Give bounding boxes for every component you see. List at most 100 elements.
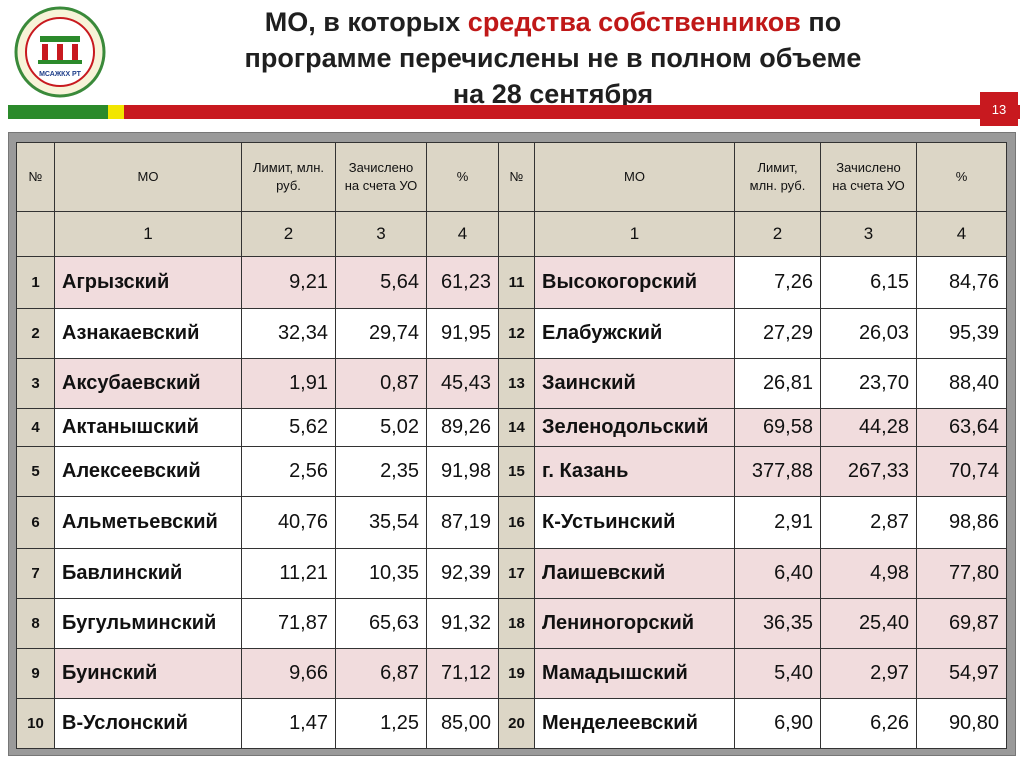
- percent-value: 70,74: [916, 446, 1007, 497]
- mo-name: Буинский: [54, 648, 242, 699]
- data-table: № МО Лимит, млн. руб. Зачислено на счета УО…: [16, 142, 1007, 749]
- table-row: 10 В-Услонский 1,47 1,25 85,00 20 Менделеевски…: [16, 698, 1007, 749]
- row-number: 4: [16, 408, 55, 447]
- column-header: Лимит, млн. руб.: [734, 142, 821, 212]
- row-number: 8: [16, 598, 55, 649]
- credited-value: 2,35: [335, 446, 427, 497]
- column-header: Зачислено на счета УО: [335, 142, 427, 212]
- mo-name: Агрызский: [54, 256, 242, 309]
- credited-value: 35,54: [335, 496, 427, 549]
- row-number: 5: [16, 446, 55, 497]
- row-number: 10: [16, 698, 55, 749]
- mo-name: Зеленодольский: [534, 408, 735, 447]
- mo-name: Елабужский: [534, 308, 735, 359]
- credited-value: 26,03: [820, 308, 917, 359]
- page-title: МО, в которых средства собственников по …: [118, 4, 988, 112]
- credited-value: 4,98: [820, 548, 917, 599]
- column-index-header: 3: [335, 211, 427, 257]
- table-row: 6 Альметьевский 40,76 35,54 87,19 16 К-Устьинс…: [16, 496, 1007, 549]
- title-line-2: программе перечислены не в полном объеме: [244, 43, 862, 73]
- row-number: 16: [498, 496, 535, 549]
- column-header: Зачислено на счета УО: [820, 142, 917, 212]
- percent-value: 95,39: [916, 308, 1007, 359]
- title-line-3: на 28 сентября: [452, 79, 654, 109]
- limit-value: 1,91: [241, 358, 336, 409]
- column-header: %: [916, 142, 1007, 212]
- limit-value: 2,91: [734, 496, 821, 549]
- logo-text: МСАЖКХ РТ: [39, 71, 82, 78]
- column-header: МО: [534, 142, 735, 212]
- percent-value: 87,19: [426, 496, 499, 549]
- credited-value: 2,97: [820, 648, 917, 699]
- column-index-header: [16, 211, 55, 257]
- column-header: %: [426, 142, 499, 212]
- row-number: 20: [498, 698, 535, 749]
- percent-value: 54,97: [916, 648, 1007, 699]
- mo-name: Алексеевский: [54, 446, 242, 497]
- mo-name: Менделеевский: [534, 698, 735, 749]
- column-index-header: 4: [426, 211, 499, 257]
- credited-value: 29,74: [335, 308, 427, 359]
- column-index-header: 2: [734, 211, 821, 257]
- limit-value: 11,21: [241, 548, 336, 599]
- column-index-header: 2: [241, 211, 336, 257]
- mo-name: Аксубаевский: [54, 358, 242, 409]
- percent-value: 45,43: [426, 358, 499, 409]
- table-row: 3 Аксубаевский 1,91 0,87 45,43 13 Заинский 26,8…: [16, 358, 1007, 409]
- column-header: №: [16, 142, 55, 212]
- limit-value: 5,62: [241, 408, 336, 447]
- table-row: 1 Агрызский 9,21 5,64 61,23 11 Высокогорский 7,…: [16, 256, 1007, 309]
- limit-value: 32,34: [241, 308, 336, 359]
- limit-value: 6,90: [734, 698, 821, 749]
- mo-name: Актанышский: [54, 408, 242, 447]
- mo-name: Бугульминский: [54, 598, 242, 649]
- credited-value: 6,15: [820, 256, 917, 309]
- credited-value: 5,02: [335, 408, 427, 447]
- table-row: 4 Актанышский 5,62 5,02 89,26 14 Зеленодольски…: [16, 408, 1007, 447]
- table-row: 5 Алексеевский 2,56 2,35 91,98 15 г. Казань 377…: [16, 446, 1007, 497]
- credited-value: 23,70: [820, 358, 917, 409]
- percent-value: 71,12: [426, 648, 499, 699]
- limit-value: 40,76: [241, 496, 336, 549]
- column-index-header: 3: [820, 211, 917, 257]
- mo-name: Заинский: [534, 358, 735, 409]
- column-header: МО: [54, 142, 242, 212]
- limit-value: 9,21: [241, 256, 336, 309]
- percent-value: 88,40: [916, 358, 1007, 409]
- percent-value: 91,98: [426, 446, 499, 497]
- percent-value: 61,23: [426, 256, 499, 309]
- row-number: 2: [16, 308, 55, 359]
- limit-value: 27,29: [734, 308, 821, 359]
- red-stripe: [124, 105, 1020, 119]
- limit-value: 5,40: [734, 648, 821, 699]
- limit-value: 71,87: [241, 598, 336, 649]
- limit-value: 2,56: [241, 446, 336, 497]
- percent-value: 69,87: [916, 598, 1007, 649]
- credited-value: 25,40: [820, 598, 917, 649]
- limit-value: 1,47: [241, 698, 336, 749]
- credited-value: 267,33: [820, 446, 917, 497]
- table-row: 7 Бавлинский 11,21 10,35 92,39 17 Лаишевский 6,…: [16, 548, 1007, 599]
- percent-value: 91,32: [426, 598, 499, 649]
- row-number: 6: [16, 496, 55, 549]
- percent-value: 91,95: [426, 308, 499, 359]
- row-number: 9: [16, 648, 55, 699]
- credited-value: 5,64: [335, 256, 427, 309]
- credited-value: 2,87: [820, 496, 917, 549]
- row-number: 15: [498, 446, 535, 497]
- title-part-1: МО, в которых: [264, 7, 468, 37]
- column-header: №: [498, 142, 535, 212]
- mo-name: г. Казань: [534, 446, 735, 497]
- mo-name: В-Услонский: [54, 698, 242, 749]
- credited-value: 44,28: [820, 408, 917, 447]
- credited-value: 6,87: [335, 648, 427, 699]
- table-row: 9 Буинский 9,66 6,87 71,12 19 Мамадышский 5,40 2…: [16, 648, 1007, 699]
- limit-value: 26,81: [734, 358, 821, 409]
- mo-name: Азнакаевский: [54, 308, 242, 359]
- column-header: Лимит, млн. руб.: [241, 142, 336, 212]
- mo-name: Лениногорский: [534, 598, 735, 649]
- row-number: 13: [498, 358, 535, 409]
- limit-value: 6,40: [734, 548, 821, 599]
- percent-value: 63,64: [916, 408, 1007, 447]
- row-number: 18: [498, 598, 535, 649]
